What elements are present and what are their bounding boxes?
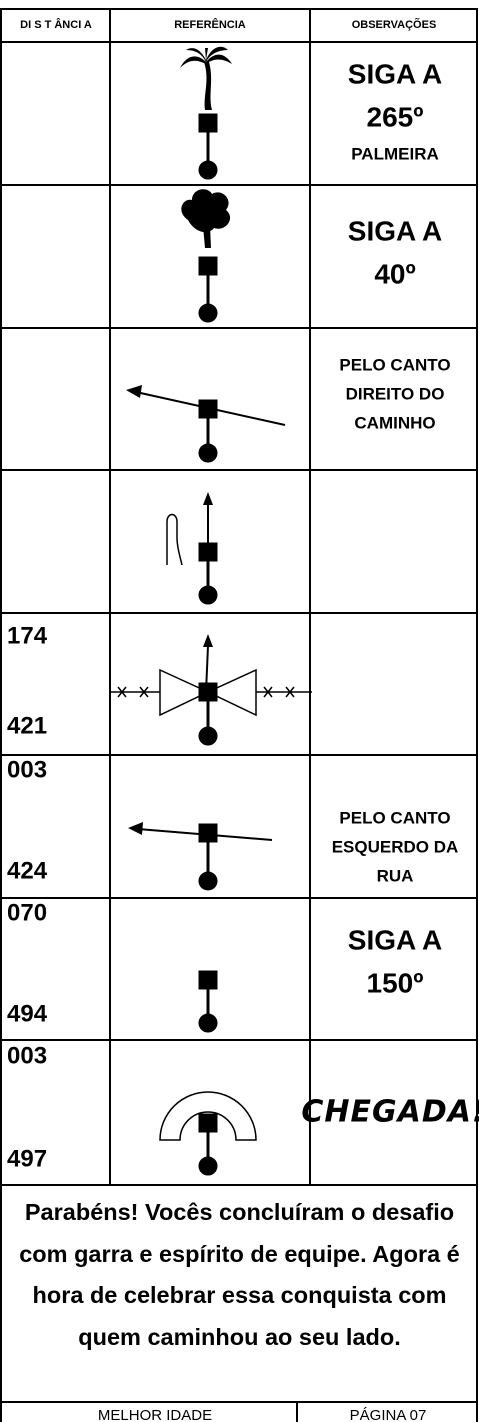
arch-icon	[159, 1091, 257, 1141]
header-cell: REFERÊNCIA	[174, 18, 246, 31]
reference-dot	[198, 443, 218, 463]
observation: 150º	[367, 967, 424, 998]
observation: SIGA A	[348, 924, 442, 955]
observation: 265º	[367, 101, 424, 132]
observation: DIREITO DO	[346, 384, 445, 403]
arrow-head	[203, 492, 213, 505]
table-grid	[0, 8, 478, 1422]
reference-dot	[198, 585, 218, 605]
reference-square	[198, 113, 218, 133]
reference-dot	[198, 871, 218, 891]
reference-square	[198, 1113, 218, 1133]
arrow-head	[126, 385, 142, 398]
reference-square	[198, 542, 218, 562]
observation: CHEGADA!	[301, 1095, 479, 1130]
observation: SIGA A	[348, 215, 442, 246]
distance: 497	[7, 1145, 47, 1172]
bridge-icon	[159, 668, 257, 717]
distance: 424	[7, 857, 48, 884]
closing-message: Parabéns! Vocês concluíram o desafio com…	[19, 1199, 460, 1350]
footer-left: MELHOR IDADE	[98, 1407, 212, 1422]
route-icons	[110, 46, 312, 1176]
reference-square	[198, 256, 218, 276]
observation: 40º	[374, 258, 415, 289]
distance: 421	[7, 712, 47, 739]
observation: CAMINHO	[354, 413, 435, 432]
distance: 003	[7, 756, 47, 783]
observation: PALMEIRA	[351, 144, 439, 163]
finger-icon	[166, 513, 183, 566]
reference-square	[198, 970, 218, 990]
distance: 070	[7, 899, 47, 926]
reference-dot	[198, 726, 218, 746]
observation: PELO CANTO	[339, 808, 450, 827]
distance: 494	[7, 1000, 48, 1027]
arrow-head	[203, 634, 213, 647]
distance: 003	[7, 1042, 47, 1069]
observation: ESQUERDO DA	[332, 837, 459, 856]
reference-square	[198, 823, 218, 843]
observation: PELO CANTO	[339, 355, 450, 374]
header-cell: OBSERVAÇÕES	[352, 18, 437, 31]
reference-square	[198, 399, 218, 419]
observation: RUA	[377, 866, 414, 885]
arrow-head	[128, 822, 143, 835]
reference-dot	[198, 1156, 218, 1176]
fence-marks	[117, 686, 295, 698]
reference-dot	[198, 160, 218, 180]
distance: 174	[7, 622, 48, 649]
tree-icon	[181, 189, 231, 248]
footer-right: PÁGINA 07	[350, 1407, 427, 1422]
observation: SIGA A	[348, 58, 442, 89]
palm-icon	[180, 46, 232, 110]
outer-border	[0, 8, 478, 1422]
reference-dot	[198, 303, 218, 323]
reference-square	[198, 682, 218, 702]
reference-dot	[198, 1013, 218, 1033]
header-cell: DI S T ÂNCI A	[20, 18, 92, 31]
